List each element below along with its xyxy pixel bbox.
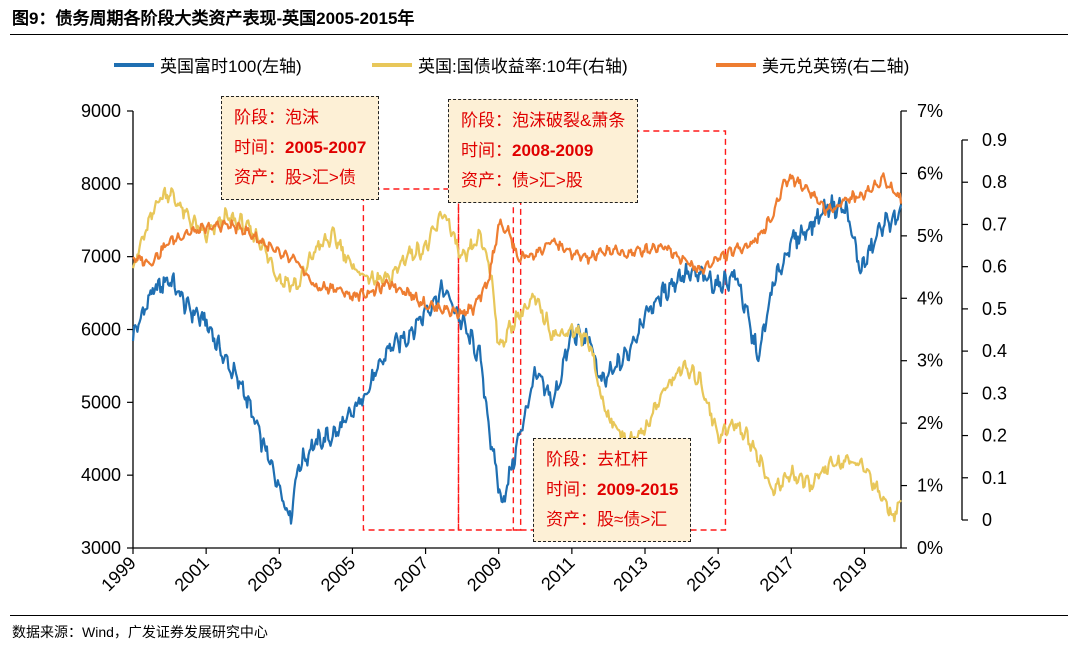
- right-tick-label: 5%: [917, 226, 943, 246]
- box-deleverage-stage: 去杠杆: [597, 450, 648, 469]
- right-tick-label: 2%: [917, 413, 943, 433]
- right2-tick-label: 0.3: [982, 383, 1007, 403]
- x-tick-label: 2009: [463, 553, 505, 595]
- right-tick-label: 6%: [917, 163, 943, 183]
- legend-ftse100-label: 英国富时100(左轴): [160, 57, 302, 76]
- box-bubble-stage-label: 阶段：: [234, 108, 285, 127]
- legend-usdgbp-swatch: [716, 62, 756, 67]
- legend-gilt10y-label: 英国:国债收益率:10年(右轴): [418, 57, 628, 76]
- right2-tick-label: 0.6: [982, 257, 1007, 277]
- box-bust-asset: 债>汇>股: [512, 171, 583, 190]
- box-bust-time: 2008-2009: [512, 141, 594, 160]
- source-divider: [10, 615, 1068, 616]
- right-tick-label: 0%: [917, 538, 943, 558]
- chart-title: 图9：债务周期各阶段大类资产表现-英国2005-2015年: [12, 9, 415, 28]
- legend-gilt10y-swatch: [372, 62, 412, 67]
- right-tick-label: 1%: [917, 476, 943, 496]
- legend-ftse100-swatch: [114, 62, 154, 67]
- box-bust-stage: 泡沫破裂&萧条: [512, 111, 626, 130]
- x-tick-label: 2019: [829, 553, 871, 595]
- box-bubble-asset: 股>汇>债: [285, 168, 356, 187]
- left-tick-label: 5000: [81, 392, 121, 412]
- box-deleverage-asset-label: 资产：: [546, 510, 597, 529]
- left-tick-label: 8000: [81, 174, 121, 194]
- x-tick-label: 2013: [609, 553, 651, 595]
- right2-tick-label: 0.5: [982, 299, 1007, 319]
- legend-ftse100: 英国富时100(左轴): [114, 52, 302, 77]
- box-bust-asset-label: 资产：: [461, 171, 512, 190]
- x-tick-label: 2017: [756, 553, 798, 595]
- series-line-ftse100: [131, 194, 903, 525]
- left-tick-label: 6000: [81, 320, 121, 340]
- x-tick-label: 2011: [537, 553, 579, 595]
- x-tick-label: 2005: [317, 553, 359, 595]
- legend-usdgbp: 美元兑英镑(右二轴): [716, 52, 909, 77]
- legend-usdgbp-label: 美元兑英镑(右二轴): [762, 57, 910, 76]
- series-line-usdgbp: [132, 172, 903, 320]
- box-bust-stage-label: 阶段：: [461, 111, 512, 130]
- x-tick-label: 2015: [683, 553, 725, 595]
- box-deleverage-time: 2009-2015: [597, 480, 679, 499]
- right2-tick-label: 0.1: [982, 468, 1007, 488]
- box-bubble-stage: 泡沫: [285, 108, 319, 127]
- annotation-box-deleverage: 阶段：去杠杆 时间：2009-2015 资产：股≈债>汇: [533, 438, 692, 542]
- x-tick-label: 2001: [171, 553, 213, 595]
- box-deleverage-time-label: 时间：: [546, 480, 597, 499]
- box-deleverage-stage-label: 阶段：: [546, 450, 597, 469]
- x-tick-label: 2007: [390, 553, 432, 595]
- right2-tick-label: 0.9: [982, 130, 1007, 150]
- box-bubble-time-label: 时间：: [234, 138, 285, 157]
- left-tick-label: 7000: [81, 247, 121, 267]
- box-bubble-time: 2005-2007: [285, 138, 367, 157]
- source-note: 数据来源：Wind，广发证券发展研究中心: [12, 624, 268, 640]
- right2-tick-label: 0.8: [982, 172, 1007, 192]
- box-bust-time-label: 时间：: [461, 141, 512, 160]
- box-deleverage-asset: 股≈债>汇: [597, 510, 668, 529]
- legend-gilt10y: 英国:国债收益率:10年(右轴): [372, 52, 628, 77]
- region-bubble: [362, 188, 460, 531]
- x-tick-label: 2003: [244, 553, 286, 595]
- right-tick-label: 4%: [917, 288, 943, 308]
- left-tick-label: 4000: [81, 465, 121, 485]
- right-tick-label: 3%: [917, 351, 943, 371]
- right2-tick-label: 0.7: [982, 214, 1007, 234]
- right2-tick-label: 0: [982, 510, 992, 530]
- right-tick-label: 7%: [917, 101, 943, 121]
- right2-tick-label: 0.4: [982, 341, 1007, 361]
- annotation-box-bust: 阶段：泡沫破裂&萧条 时间：2008-2009 资产：债>汇>股: [448, 99, 639, 203]
- x-tick-label: 1999: [97, 553, 139, 595]
- left-tick-label: 3000: [81, 538, 121, 558]
- series-line-gilt10y: [131, 186, 902, 523]
- title-divider: [10, 34, 1068, 35]
- right2-tick-label: 0.2: [982, 426, 1007, 446]
- box-bubble-asset-label: 资产：: [234, 168, 285, 187]
- annotation-box-bubble: 阶段：泡沫 时间：2005-2007 资产：股>汇>债: [221, 96, 380, 200]
- left-tick-label: 9000: [81, 101, 121, 121]
